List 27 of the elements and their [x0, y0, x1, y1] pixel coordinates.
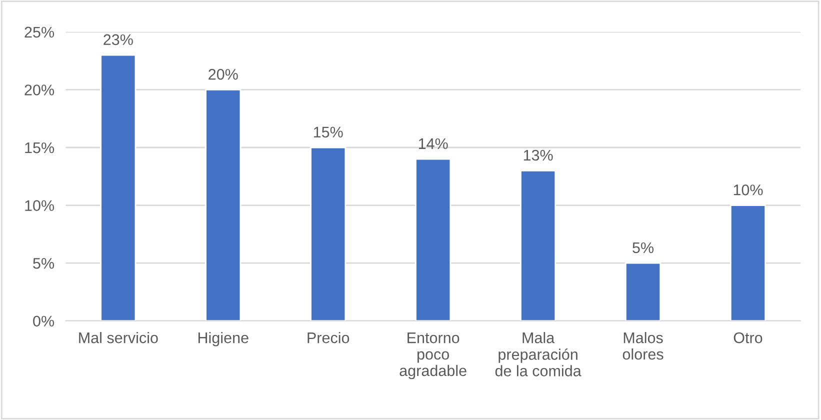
- bar: [730, 204, 766, 321]
- x-tick-label: Entorno poco agradable: [400, 332, 466, 380]
- y-tick-label: 10%: [25, 200, 54, 211]
- x-tick-label: Malos olores: [622, 332, 664, 360]
- x-tick-label: Precio: [308, 332, 350, 344]
- y-tick-label: 25%: [24, 26, 54, 38]
- x-tick-label: Higiene: [198, 332, 248, 346]
- x-tick-label: Mal servicio: [79, 332, 158, 344]
- data-label: 15%: [314, 126, 343, 138]
- bar: [205, 89, 242, 321]
- data-label: 10%: [734, 184, 763, 196]
- x-tick-label: Mala preparación de la comida: [495, 332, 582, 376]
- data-label: 14%: [418, 138, 448, 150]
- data-label: 20%: [208, 68, 238, 80]
- bar: [625, 262, 662, 321]
- bar: [310, 146, 346, 321]
- x-tick-label: Otro: [734, 332, 762, 344]
- y-tick-label: 0%: [33, 316, 54, 327]
- bar: [415, 158, 452, 321]
- data-label: 5%: [632, 242, 654, 254]
- y-tick-label: 20%: [24, 84, 54, 96]
- bar: [520, 170, 556, 321]
- y-tick-label: 15%: [25, 142, 54, 154]
- data-label: 23%: [104, 34, 133, 46]
- y-tick-label: 5%: [33, 258, 54, 269]
- bar: [100, 54, 136, 321]
- data-label: 13%: [524, 150, 553, 161]
